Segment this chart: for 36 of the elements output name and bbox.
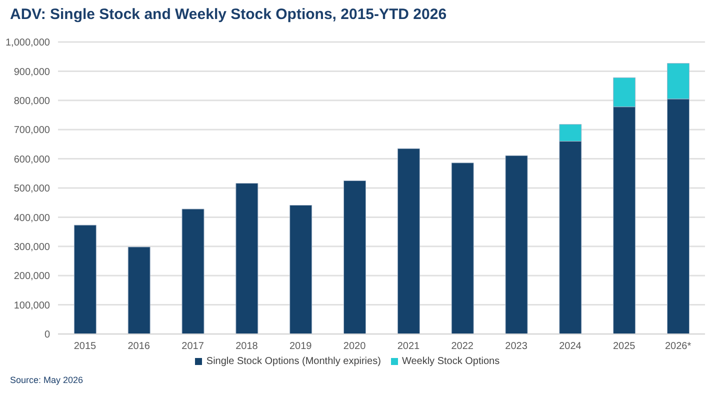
x-tick-label: 2017 xyxy=(182,341,204,352)
x-tick-label: 2023 xyxy=(505,341,528,352)
x-tick-label: 2019 xyxy=(290,341,312,352)
x-tick-label: 2016 xyxy=(128,341,150,352)
x-tick-label: 2025 xyxy=(613,341,636,352)
y-tick-label: 500,000 xyxy=(14,184,50,195)
x-tick-label: 2022 xyxy=(451,341,474,352)
x-tick-label: 2026* xyxy=(664,341,692,352)
x-tick-label: 2020 xyxy=(343,341,366,352)
y-tick-label: 1,000,000 xyxy=(6,38,50,49)
bar xyxy=(290,204,312,334)
y-tick-label: 400,000 xyxy=(14,212,50,224)
x-tick-label: 2018 xyxy=(236,341,258,352)
y-tick-label: 200,000 xyxy=(14,271,50,282)
bar xyxy=(74,224,96,334)
source-note: Source: May 2026 xyxy=(10,375,84,385)
y-tick-label: 600,000 xyxy=(14,154,50,166)
y-tick-label: 0 xyxy=(44,330,50,341)
bar xyxy=(505,155,528,334)
legend-label: Single Stock Options (Monthly expiries) xyxy=(206,356,381,367)
x-tick-label: 2024 xyxy=(559,341,582,352)
bar xyxy=(397,148,420,334)
x-tick-label: 2021 xyxy=(397,341,420,352)
chart-title: ADV: Single Stock and Weekly Stock Options, 2015-YTD 2026 xyxy=(10,6,447,23)
y-tick-label: 100,000 xyxy=(14,300,50,312)
x-tick-label: 2015 xyxy=(74,341,97,352)
y-tick-label: 900,000 xyxy=(14,66,50,78)
y-tick-label: 300,000 xyxy=(14,242,50,253)
bar xyxy=(128,246,150,334)
bar xyxy=(236,183,258,334)
legend-label: Weekly Stock Options xyxy=(402,356,500,367)
bar xyxy=(182,208,204,334)
bar xyxy=(344,180,366,334)
bar xyxy=(451,162,474,334)
y-tick-label: 800,000 xyxy=(14,96,50,107)
y-tick-label: 700,000 xyxy=(14,125,50,136)
